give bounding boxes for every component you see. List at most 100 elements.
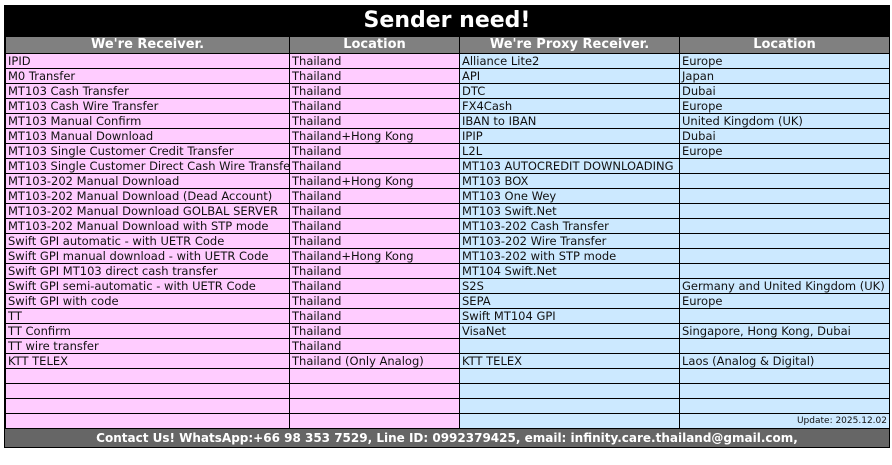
proxy-cell[interactable] — [459, 383, 680, 399]
receiver-cell[interactable]: MT103-202 Manual Download — [5, 173, 290, 189]
proxy-location-cell[interactable] — [679, 263, 890, 279]
receiver-location-cell[interactable]: Thailand — [289, 323, 460, 339]
receiver-location-cell[interactable]: Thailand+Hong Kong — [289, 173, 460, 189]
proxy-cell[interactable]: KTT TELEX — [459, 353, 680, 369]
receiver-location-cell[interactable] — [289, 383, 460, 399]
proxy-location-cell[interactable] — [679, 173, 890, 189]
proxy-location-cell[interactable] — [679, 203, 890, 219]
proxy-location-cell[interactable]: United Kingdom (UK) — [679, 113, 890, 129]
proxy-cell[interactable]: FX4Cash — [459, 98, 680, 114]
receiver-cell[interactable] — [5, 368, 290, 384]
receiver-cell[interactable]: Swift GPI with code — [5, 293, 290, 309]
proxy-location-cell[interactable]: Europe — [679, 143, 890, 159]
proxy-location-cell[interactable]: Dubai — [679, 128, 890, 144]
receiver-cell[interactable]: Swift GPI manual download - with UETR Co… — [5, 248, 290, 264]
receiver-cell[interactable]: MT103 Cash Transfer — [5, 83, 290, 99]
proxy-cell[interactable]: Swift MT104 GPI — [459, 308, 680, 324]
update-date[interactable]: Update: 2025.12.02 — [679, 413, 890, 429]
proxy-cell[interactable]: L2L — [459, 143, 680, 159]
proxy-location-cell[interactable] — [679, 308, 890, 324]
receiver-cell[interactable] — [5, 398, 290, 414]
proxy-location-cell[interactable] — [679, 233, 890, 249]
receiver-cell[interactable]: TT Confirm — [5, 323, 290, 339]
proxy-cell[interactable] — [459, 338, 680, 354]
receiver-cell[interactable]: MT103-202 Manual Download (Dead Account) — [5, 188, 290, 204]
receiver-location-cell[interactable]: Thailand — [289, 143, 460, 159]
receiver-cell[interactable]: MT103 Manual Confirm — [5, 113, 290, 129]
proxy-cell[interactable]: S2S — [459, 278, 680, 294]
receiver-cell[interactable]: MT103 Cash Wire Transfer — [5, 98, 290, 114]
receiver-cell[interactable]: MT103 Manual Download — [5, 128, 290, 144]
proxy-cell[interactable]: API — [459, 68, 680, 84]
receiver-location-cell[interactable]: Thailand — [289, 158, 460, 174]
receiver-cell[interactable]: M0 Transfer — [5, 68, 290, 84]
proxy-location-cell[interactable] — [679, 188, 890, 204]
receiver-location-cell[interactable]: Thailand — [289, 278, 460, 294]
receiver-location-cell[interactable]: Thailand+Hong Kong — [289, 248, 460, 264]
receiver-cell[interactable] — [5, 383, 290, 399]
proxy-cell[interactable] — [459, 398, 680, 414]
receiver-location-cell[interactable]: Thailand — [289, 308, 460, 324]
receiver-location-cell[interactable]: Thailand — [289, 263, 460, 279]
receiver-cell[interactable]: TT — [5, 308, 290, 324]
receiver-location-cell[interactable]: Thailand (Only Analog) — [289, 353, 460, 369]
proxy-cell[interactable]: MT103 One Wey — [459, 188, 680, 204]
receiver-location-cell[interactable] — [289, 413, 460, 429]
proxy-location-cell[interactable]: Singapore, Hong Kong, Dubai — [679, 323, 890, 339]
receiver-cell[interactable]: Swift GPI MT103 direct cash transfer — [5, 263, 290, 279]
receiver-cell[interactable]: MT103-202 Manual Download GOLBAL SERVER — [5, 203, 290, 219]
proxy-location-cell[interactable]: Japan — [679, 68, 890, 84]
receiver-cell[interactable]: Swift GPI semi-automatic - with UETR Cod… — [5, 278, 290, 294]
proxy-cell[interactable]: DTC — [459, 83, 680, 99]
proxy-cell[interactable]: Alliance Lite2 — [459, 53, 680, 69]
proxy-cell[interactable] — [459, 368, 680, 384]
receiver-cell[interactable] — [5, 413, 290, 429]
receiver-location-cell[interactable]: Thailand — [289, 338, 460, 354]
receiver-cell[interactable]: KTT TELEX — [5, 353, 290, 369]
proxy-cell[interactable]: MT103 Swift.Net — [459, 203, 680, 219]
receiver-location-cell[interactable]: Thailand+Hong Kong — [289, 128, 460, 144]
receiver-cell[interactable]: TT wire transfer — [5, 338, 290, 354]
receiver-location-cell[interactable] — [289, 368, 460, 384]
proxy-cell[interactable]: MT103 BOX — [459, 173, 680, 189]
receiver-cell[interactable]: Swift GPI automatic - with UETR Code — [5, 233, 290, 249]
receiver-location-cell[interactable]: Thailand — [289, 218, 460, 234]
proxy-location-cell[interactable]: Laos (Analog & Digital) — [679, 353, 890, 369]
receiver-cell[interactable]: MT103-202 Manual Download with STP mode — [5, 218, 290, 234]
receiver-location-cell[interactable]: Thailand — [289, 113, 460, 129]
receiver-location-cell[interactable]: Thailand — [289, 68, 460, 84]
proxy-cell[interactable]: MT103 AUTOCREDIT DOWNLOADING — [459, 158, 680, 174]
proxy-location-cell[interactable] — [679, 218, 890, 234]
receiver-cell[interactable]: MT103 Single Customer Direct Cash Wire T… — [5, 158, 290, 174]
receiver-location-cell[interactable]: Thailand — [289, 83, 460, 99]
receiver-location-cell[interactable] — [289, 398, 460, 414]
proxy-cell[interactable]: IBAN to IBAN — [459, 113, 680, 129]
proxy-location-cell[interactable] — [679, 398, 890, 414]
proxy-cell[interactable]: MT103-202 Cash Transfer — [459, 218, 680, 234]
proxy-location-cell[interactable]: Dubai — [679, 83, 890, 99]
proxy-location-cell[interactable]: Europe — [679, 53, 890, 69]
proxy-cell[interactable]: VisaNet — [459, 323, 680, 339]
receiver-location-cell[interactable]: Thailand — [289, 188, 460, 204]
proxy-location-cell[interactable] — [679, 158, 890, 174]
proxy-location-cell[interactable]: Europe — [679, 293, 890, 309]
proxy-cell[interactable] — [459, 413, 680, 429]
proxy-location-cell[interactable] — [679, 338, 890, 354]
proxy-cell[interactable]: SEPA — [459, 293, 680, 309]
proxy-location-cell[interactable] — [679, 248, 890, 264]
proxy-location-cell[interactable]: Europe — [679, 98, 890, 114]
proxy-location-cell[interactable]: Germany and United Kingdom (UK) — [679, 278, 890, 294]
receiver-cell[interactable]: IPID — [5, 53, 290, 69]
proxy-cell[interactable]: MT103-202 with STP mode — [459, 248, 680, 264]
receiver-location-cell[interactable]: Thailand — [289, 233, 460, 249]
proxy-location-cell[interactable] — [679, 383, 890, 399]
receiver-cell[interactable]: MT103 Single Customer Credit Transfer — [5, 143, 290, 159]
proxy-cell[interactable]: MT104 Swift.Net — [459, 263, 680, 279]
receiver-location-cell[interactable]: Thailand — [289, 98, 460, 114]
receiver-location-cell[interactable]: Thailand — [289, 203, 460, 219]
receiver-location-cell[interactable]: Thailand — [289, 53, 460, 69]
proxy-cell[interactable]: IPIP — [459, 128, 680, 144]
proxy-location-cell[interactable] — [679, 368, 890, 384]
proxy-cell[interactable]: MT103-202 Wire Transfer — [459, 233, 680, 249]
receiver-location-cell[interactable]: Thailand — [289, 293, 460, 309]
